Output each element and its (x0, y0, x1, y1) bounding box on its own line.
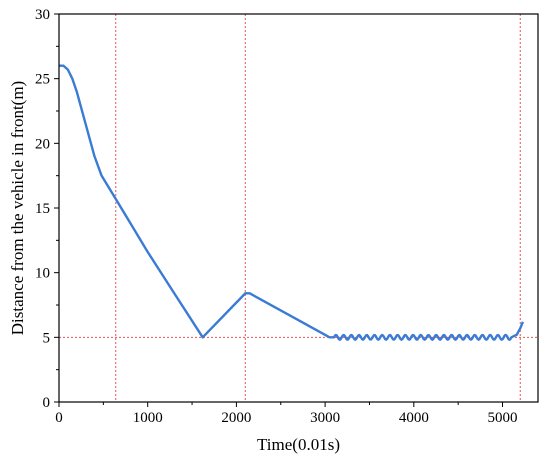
plot-frame (58, 13, 539, 403)
y-tick-label: 25 (35, 72, 50, 88)
y-tick-label: 30 (35, 7, 50, 23)
y-tick-label: 10 (35, 266, 50, 282)
series-line-0 (59, 64, 525, 341)
y-tick-label: 0 (43, 395, 51, 411)
reference-lines (59, 14, 538, 402)
x-tick-label: 4000 (399, 410, 429, 426)
x-tick-label: 3000 (310, 410, 340, 426)
y-tick-label: 5 (43, 330, 51, 346)
x-axis-label: Time(0.01s) (257, 435, 340, 454)
x-tick-label: 1000 (133, 410, 163, 426)
x-tick-label: 2000 (221, 410, 251, 426)
y-axis-label: Distance from the vehicle in front(m) (8, 81, 27, 335)
y-tick-label: 20 (35, 136, 50, 152)
y-tick-label: 15 (35, 201, 50, 217)
axis-ticks: 0 1000 2000 3000 4000 5000 0 5 10 15 20 25 30 (35, 7, 518, 426)
x-tick-label: 0 (55, 410, 63, 426)
series-lines (59, 64, 525, 341)
x-tick-label: 5000 (488, 410, 518, 426)
